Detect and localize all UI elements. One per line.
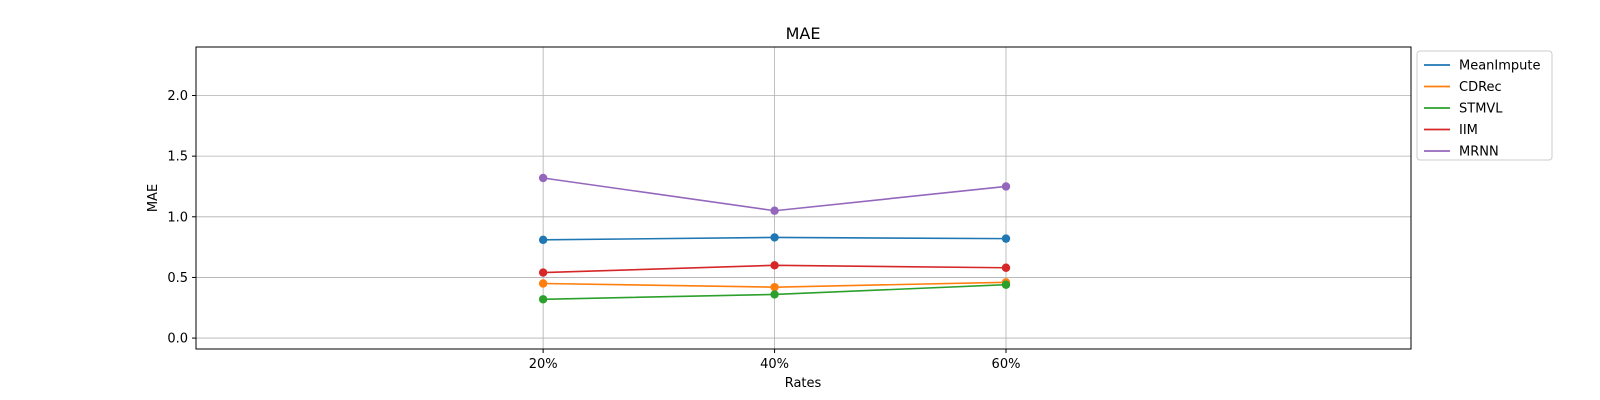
data-point-meanimpute — [1001, 234, 1011, 243]
y-tick-label: 0.5 — [167, 271, 188, 286]
plot-frame — [195, 46, 1412, 350]
y-tick-label: 1.5 — [167, 150, 188, 165]
ticks: 20% 40% 60% 0.0 0.5 1.0 1.5 2.0 — [167, 89, 1020, 372]
legend-frame — [1416, 50, 1553, 161]
y-axis-label: MAE — [146, 184, 161, 212]
data-point-iim — [538, 268, 548, 277]
grid — [196, 47, 1411, 349]
data-point-meanimpute — [538, 235, 548, 245]
y-tick-label: 0.0 — [167, 332, 188, 347]
x-tick-label: 40% — [760, 357, 789, 372]
x-axis-label: Rates — [785, 376, 822, 391]
legend-label: STMVL — [1459, 102, 1503, 117]
y-tick-label: 2.0 — [167, 89, 188, 104]
legend-label: IIM — [1459, 123, 1478, 138]
data-point-stmvl — [538, 295, 548, 304]
data-point-stmvl — [1001, 280, 1011, 289]
chart-title: MAE — [786, 24, 821, 43]
data-point-iim — [770, 261, 779, 270]
y-tick-label: 1.0 — [167, 210, 188, 225]
data-point-mrnn — [538, 173, 548, 183]
x-tick-label: 60% — [992, 357, 1021, 372]
data-point-stmvl — [770, 290, 779, 299]
data-point-cdrec — [538, 279, 548, 288]
legend: MeanImpute CDRec STMVL IIM MRNN — [1416, 50, 1553, 161]
series-layer — [538, 173, 1011, 304]
legend-label: CDRec — [1459, 80, 1502, 95]
data-point-mrnn — [770, 206, 779, 215]
data-point-cdrec — [770, 282, 779, 292]
legend-label: MeanImpute — [1459, 59, 1541, 74]
x-tick-label: 20% — [529, 357, 558, 372]
legend-label: MRNN — [1459, 145, 1499, 160]
data-point-mrnn — [1001, 182, 1011, 191]
data-point-iim — [1001, 263, 1011, 272]
data-point-meanimpute — [770, 233, 779, 242]
